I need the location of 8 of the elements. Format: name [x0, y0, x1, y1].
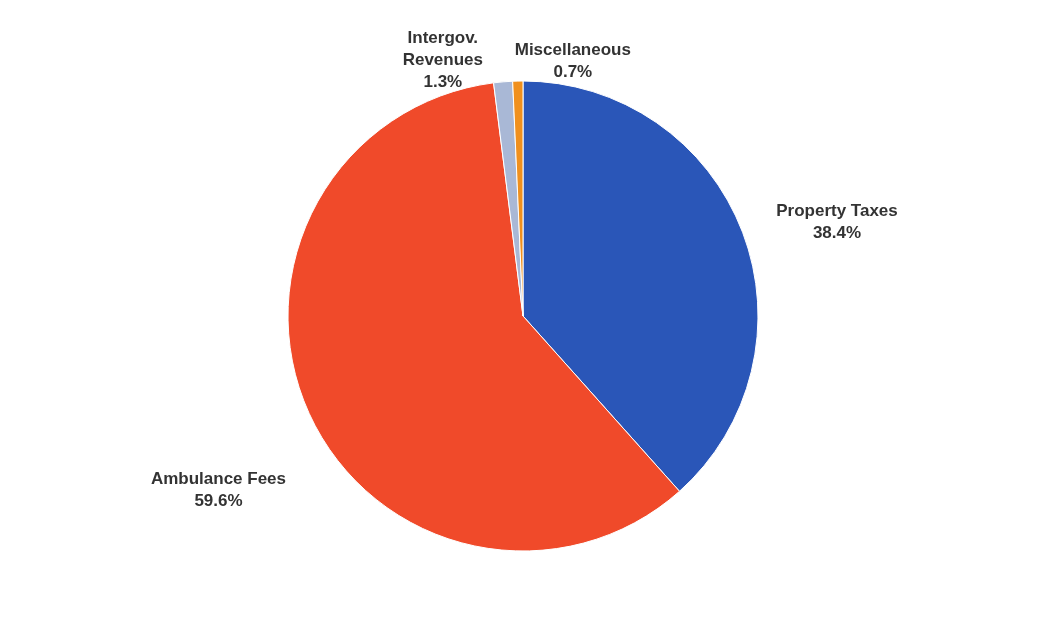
data-label: 1.3% — [423, 71, 463, 91]
slice-label: Miscellaneous — [514, 39, 631, 59]
slice-label: Ambulance Fees — [150, 468, 287, 488]
data-label: 38.4% — [812, 223, 862, 243]
data-label: 0.7% — [553, 61, 593, 81]
slice-label: Intergov. Revenues — [402, 27, 483, 69]
data-label: 59.6% — [194, 490, 243, 510]
slice-label: Property Taxes — [776, 201, 898, 221]
